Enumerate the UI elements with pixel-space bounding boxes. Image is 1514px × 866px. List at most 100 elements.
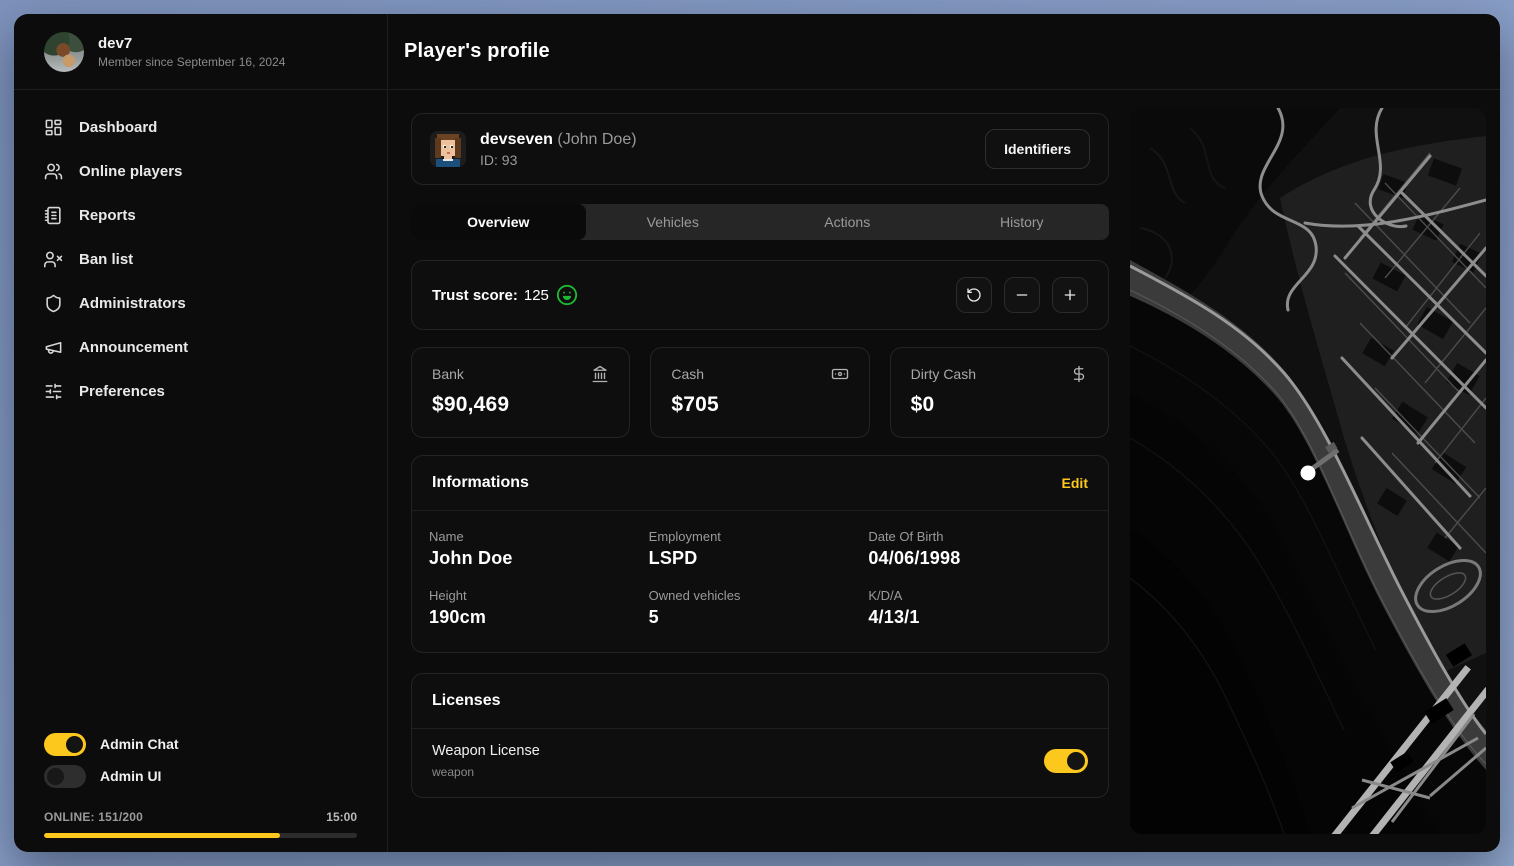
sidebar-item-label: Administrators bbox=[79, 294, 186, 312]
tab-overview[interactable]: Overview bbox=[411, 204, 586, 240]
identifiers-button[interactable]: Identifiers bbox=[985, 129, 1090, 169]
license-row-weapon: Weapon License weapon bbox=[412, 729, 1108, 797]
admin-ui-row: Admin UI bbox=[44, 760, 357, 792]
sidebar-item-label: Ban list bbox=[79, 250, 134, 268]
toggle-knob bbox=[1067, 752, 1085, 770]
sidebar: dev7 Member since September 16, 2024 Das… bbox=[14, 14, 388, 852]
sidebar-item-label: Online players bbox=[79, 162, 183, 180]
informations-title: Informations bbox=[432, 474, 529, 491]
minimap[interactable] bbox=[1130, 108, 1486, 834]
trust-increase-button[interactable] bbox=[1052, 277, 1088, 313]
licenses-card: Licenses Weapon License weapon bbox=[411, 673, 1109, 798]
plus-icon bbox=[1064, 289, 1076, 301]
user-x-icon bbox=[44, 251, 63, 267]
users-icon bbox=[44, 163, 63, 179]
player-id: ID: 93 bbox=[480, 151, 518, 168]
profile-tabs: Overview Vehicles Actions History bbox=[411, 204, 1109, 240]
bank-card: Bank $90,469 bbox=[411, 347, 631, 438]
tab-history[interactable]: History bbox=[999, 214, 1044, 230]
admin-ui-toggle[interactable] bbox=[44, 764, 86, 788]
sidebar-footer: Admin Chat Admin UI ONLINE: 151/200 15:0… bbox=[14, 728, 387, 852]
sidebar-nav: Dashboard Online players Reports Ban lis… bbox=[14, 105, 387, 413]
player-name-line: devseven (John Doe) bbox=[480, 131, 637, 149]
main-panel: Player's profile bbox=[388, 14, 1500, 852]
edit-informations-link[interactable]: Edit bbox=[1061, 475, 1088, 491]
dirty-cash-value: $0 bbox=[910, 393, 935, 416]
cash-value: $705 bbox=[671, 393, 719, 416]
sidebar-item-dashboard[interactable]: Dashboard bbox=[14, 105, 387, 149]
shield-icon bbox=[46, 294, 61, 312]
online-status-row: ONLINE: 151/200 15:00 bbox=[44, 810, 357, 824]
sidebar-item-ban-list[interactable]: Ban list bbox=[14, 237, 387, 281]
trust-decrease-button[interactable] bbox=[1004, 277, 1040, 313]
megaphone-icon bbox=[45, 341, 62, 354]
sidebar-item-preferences[interactable]: Preferences bbox=[14, 369, 387, 413]
weapon-license-toggle[interactable] bbox=[1044, 749, 1088, 773]
cash-card: Cash $705 bbox=[650, 347, 870, 438]
sidebar-item-administrators[interactable]: Administrators bbox=[14, 281, 387, 325]
admin-chat-label: Admin Chat bbox=[100, 736, 179, 752]
player-detail-column: devseven (John Doe) ID: 93 Identifiers O… bbox=[411, 113, 1109, 852]
toggle-knob bbox=[66, 735, 83, 753]
trust-actions bbox=[956, 277, 1088, 313]
informations-grid: Name John Doe Employment LSPD Date Of Bi… bbox=[412, 511, 1108, 652]
trust-score-label: Trust score: bbox=[432, 286, 518, 304]
player-username: devseven bbox=[480, 130, 553, 148]
player-avatar bbox=[430, 131, 466, 167]
admin-username: dev7 bbox=[98, 34, 133, 52]
sliders-icon bbox=[45, 383, 62, 399]
player-position-marker bbox=[1300, 465, 1316, 481]
dashboard-icon bbox=[45, 119, 62, 135]
grinning-face-icon bbox=[556, 284, 578, 306]
sidebar-item-online-players[interactable]: Online players bbox=[14, 149, 387, 193]
dollar-icon bbox=[1073, 365, 1085, 383]
city-map bbox=[1130, 108, 1486, 834]
trust-score-card: Trust score: 125 bbox=[411, 260, 1109, 330]
license-key: weapon bbox=[432, 765, 475, 779]
tab-actions[interactable]: Actions bbox=[824, 214, 871, 230]
online-progress-fill bbox=[44, 833, 281, 838]
page-header: Player's profile bbox=[388, 14, 1500, 90]
server-time: 15:00 bbox=[326, 810, 357, 824]
tab-vehicles[interactable]: Vehicles bbox=[646, 214, 699, 230]
sidebar-item-label: Dashboard bbox=[79, 118, 158, 136]
sidebar-item-label: Reports bbox=[79, 206, 136, 224]
admin-panel-window: dev7 Member since September 16, 2024 Das… bbox=[14, 14, 1500, 852]
player-realname: (John Doe) bbox=[557, 130, 637, 148]
field-owned-vehicles: Owned vehicles 5 bbox=[648, 588, 741, 627]
informations-card: Informations Edit Name John Doe Employme… bbox=[411, 455, 1109, 653]
banknote-icon bbox=[831, 368, 848, 380]
member-since-text: Member since September 16, 2024 bbox=[98, 54, 286, 69]
sidebar-item-label: Preferences bbox=[79, 382, 165, 400]
sidebar-item-label: Announcement bbox=[79, 338, 189, 356]
bank-value: $90,469 bbox=[432, 393, 510, 416]
admin-ui-label: Admin UI bbox=[100, 768, 162, 784]
bank-label: Bank bbox=[432, 366, 464, 382]
dirty-cash-card: Dirty Cash $0 bbox=[889, 347, 1109, 438]
notebook-icon bbox=[44, 206, 61, 224]
toggle-knob bbox=[47, 767, 64, 785]
cash-label: Cash bbox=[671, 366, 705, 382]
field-name: Name John Doe bbox=[429, 529, 513, 568]
field-employment: Employment LSPD bbox=[648, 529, 721, 568]
money-cards-row: Bank $90,469 Cash $705 bbox=[411, 347, 1109, 438]
licenses-title: Licenses bbox=[432, 692, 501, 709]
sidebar-item-reports[interactable]: Reports bbox=[14, 193, 387, 237]
minus-icon bbox=[1016, 294, 1028, 296]
online-progress-track bbox=[44, 833, 357, 838]
online-count: ONLINE: 151/200 bbox=[44, 810, 144, 824]
dirty-cash-label: Dirty Cash bbox=[910, 366, 977, 382]
field-kda: K/D/A 4/13/1 bbox=[868, 588, 920, 627]
license-name: Weapon License bbox=[432, 743, 540, 759]
page-title: Player's profile bbox=[404, 40, 550, 62]
admin-avatar bbox=[44, 31, 84, 72]
admin-chat-toggle[interactable] bbox=[44, 732, 86, 756]
sidebar-item-announcement[interactable]: Announcement bbox=[14, 325, 387, 369]
trust-refresh-button[interactable] bbox=[956, 277, 992, 313]
sidebar-user-header: dev7 Member since September 16, 2024 bbox=[14, 14, 387, 90]
bank-icon bbox=[592, 365, 608, 383]
field-date-of-birth: Date Of Birth 04/06/1998 bbox=[868, 529, 961, 568]
player-profile-card: devseven (John Doe) ID: 93 Identifiers bbox=[411, 113, 1109, 185]
admin-chat-row: Admin Chat bbox=[44, 728, 357, 760]
trust-score-value: 125 bbox=[523, 286, 549, 304]
